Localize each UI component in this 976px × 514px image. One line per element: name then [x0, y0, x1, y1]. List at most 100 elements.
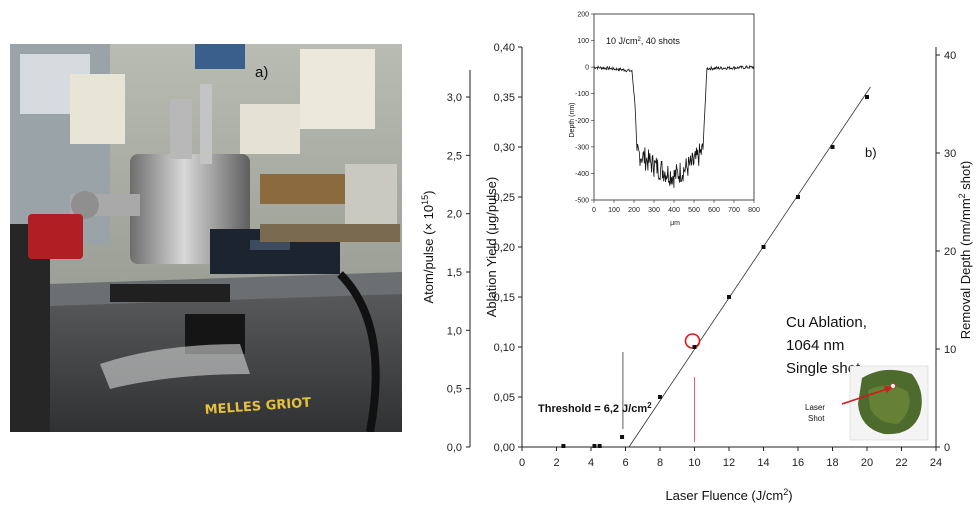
inset-x-tick-label: 200	[628, 207, 640, 214]
x-tick-label: 16	[792, 457, 804, 469]
inset-y-tick-label: 100	[577, 38, 589, 45]
left-y-tick-label: 0,0	[447, 442, 462, 454]
laser-shot-label-1: Laser	[805, 403, 825, 412]
right-y-ticks: 0 10 20 30 40	[936, 50, 956, 454]
x-tick-label: 22	[895, 457, 907, 469]
y-ticks: 0,00 0,05 0,10 0,15 0,20 0,25 0,30 0,35 0,40	[494, 42, 522, 454]
inset-x-tick-label: 600	[708, 207, 720, 214]
inset-x-tick-label: 300	[648, 207, 660, 214]
chamber-port-top	[170, 99, 192, 159]
inset-y-tick-label: -500	[575, 198, 589, 205]
laser-shot-arrow	[841, 387, 891, 405]
right-y-tick-label: 10	[944, 344, 956, 356]
x-tick-label: 0	[519, 457, 525, 469]
y-tick-label: 0,25	[494, 192, 515, 204]
bench	[260, 224, 400, 242]
data-point	[761, 245, 766, 249]
inset-profile-plot: 0 100 200 300 400 500 600 700 800 200 100 0 -100 -20…	[569, 12, 760, 228]
right-y-axis-label: Removal Depth (nm/mm2 shot)	[957, 161, 973, 339]
y-tick-label: 0,20	[494, 242, 515, 254]
data-point	[830, 145, 835, 149]
sample-photo	[841, 365, 929, 441]
rail	[110, 284, 230, 302]
right-y-tick-label: 20	[944, 246, 956, 258]
data-point	[592, 444, 597, 448]
y-tick-label: 0,00	[494, 442, 515, 454]
poster-top	[195, 44, 245, 69]
brand-text: MELLES GRIOT	[204, 396, 312, 418]
left-y-tick-label: 1,0	[447, 325, 462, 337]
x-tick-label: 4	[588, 457, 594, 469]
data-point	[796, 195, 800, 199]
x-tick-label: 18	[826, 457, 838, 469]
data-points	[561, 95, 869, 448]
x-axis-label: Laser Fluence (J/cm2)	[665, 487, 792, 503]
inset-x-tick-label: 800	[748, 207, 760, 214]
left-y-tick-label: 0,5	[447, 384, 462, 396]
inset-frame	[593, 13, 755, 201]
left-y-axis-label: Atom/pulse (× 1015)	[420, 191, 436, 304]
inset-x-tick-label: 0	[592, 207, 596, 214]
annotation-line-2: 1064 nm	[786, 337, 844, 354]
x-tick-label: 24	[930, 457, 942, 469]
right-y-tick-label: 0	[944, 442, 950, 454]
x-ticks: 0 2 4 6 8 10 12 14 16 18 20 22 24	[519, 447, 942, 469]
right-y-tick-label: 40	[944, 50, 956, 62]
left-y-tick-label: 2,0	[447, 209, 462, 221]
x-tick-label: 20	[861, 457, 873, 469]
annotation-line-3: Single shot	[786, 360, 861, 377]
x-tick-label: 6	[622, 457, 628, 469]
sample-texture	[868, 385, 910, 424]
left-y-tick-label: 1,5	[447, 267, 462, 279]
inset-y-tick-label: -100	[575, 91, 589, 98]
y-tick-label: 0,10	[494, 342, 515, 354]
poster-center	[70, 74, 125, 144]
fit-line	[628, 86, 871, 448]
y-tick-label: 0,30	[494, 142, 515, 154]
panel-a-label: a)	[255, 64, 269, 81]
inset-y-ticks: 200 100 0 -100 -200 -300 -400 -500	[575, 12, 594, 205]
data-point	[658, 395, 662, 399]
flange	[71, 191, 99, 219]
inset-title: 10 J/cm2, 40 shots	[606, 36, 680, 46]
y-tick-label: 0,15	[494, 292, 515, 304]
data-point	[620, 435, 625, 439]
left-y-tick-label: 3,0	[447, 92, 462, 104]
panel-b-label: b)	[865, 145, 877, 160]
data-point	[561, 444, 566, 448]
cable	[100, 344, 250, 389]
x-tick-label: 8	[657, 457, 663, 469]
data-point	[865, 95, 869, 99]
red-detector	[28, 214, 83, 259]
y-axis-label: Ablation Yield (μg/pulse)	[484, 177, 499, 317]
inset-x-tick-label: 700	[728, 207, 740, 214]
inset-y-tick-label: -200	[575, 118, 589, 125]
poster-right	[300, 49, 375, 129]
data-point	[727, 295, 731, 299]
data-point	[692, 345, 697, 349]
inset-x-tick-label: 400	[668, 207, 680, 214]
laser-shot-label-2: Shot	[808, 414, 825, 423]
threshold-label: Threshold = 6,2 J/cm2	[538, 401, 652, 416]
laser-label-plate	[250, 240, 290, 250]
left-y-ticks: 0,0 0,5 1,0 1,5 2,0 2,5 3,0	[447, 92, 470, 454]
inset-y-label: Depth (nm)	[569, 102, 576, 137]
data-point	[597, 444, 602, 448]
annotation-line-1: Cu Ablation,	[786, 314, 867, 331]
x-tick-label: 10	[688, 457, 700, 469]
lab-setup-photo: MELLES GRIOT	[10, 44, 402, 432]
inset-x-tick-label: 100	[608, 207, 620, 214]
inset-x-label: μm	[670, 220, 680, 227]
depth-profile-line	[593, 64, 755, 188]
y-tick-label: 0,05	[494, 392, 515, 404]
inset-y-tick-label: 0	[585, 65, 589, 72]
inset-y-tick-label: -300	[575, 144, 589, 151]
inset-x-ticks: 0 100 200 300 400 500 600 700 800	[592, 200, 760, 214]
arrowhead	[884, 386, 892, 393]
x-tick-label: 12	[723, 457, 735, 469]
inset-y-tick-label: 200	[577, 12, 589, 19]
black-hose	[337, 271, 380, 432]
x-tick-label: 2	[553, 457, 559, 469]
inset-x-tick-label: 500	[688, 207, 700, 214]
